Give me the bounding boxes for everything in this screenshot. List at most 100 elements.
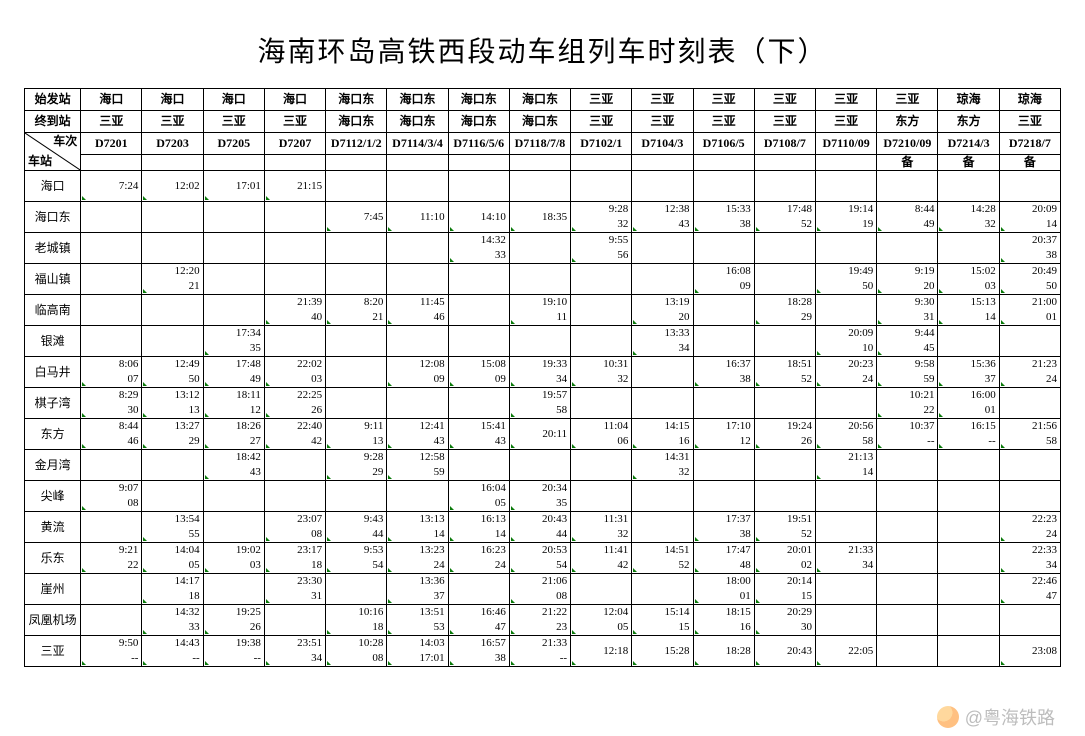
station-row: 临高南21:39408:202111:454619:101113:192018:… — [25, 295, 1061, 326]
time-cell — [203, 481, 264, 512]
train-number: D7104/3 — [632, 133, 693, 155]
time-cell: 19:5152 — [754, 512, 815, 543]
time-cell — [632, 357, 693, 388]
time-cell: 18:0001 — [693, 574, 754, 605]
station-name: 东方 — [25, 419, 81, 450]
time-cell: 13:1920 — [632, 295, 693, 326]
time-cell: 13:2729 — [142, 419, 203, 450]
time-cell: 9:5859 — [877, 357, 938, 388]
time-cell: 9:2122 — [81, 543, 142, 574]
dest-cell: 三亚 — [693, 111, 754, 133]
time-cell — [448, 171, 509, 202]
train-note: 备 — [999, 155, 1060, 171]
time-cell — [142, 233, 203, 264]
time-cell — [571, 264, 632, 295]
time-cell: 15:28 — [632, 636, 693, 667]
time-cell: 10:3132 — [571, 357, 632, 388]
header-dest-label: 终到站 — [25, 111, 81, 133]
time-cell — [387, 481, 448, 512]
time-cell — [754, 450, 815, 481]
time-cell — [509, 326, 570, 357]
time-cell — [816, 481, 877, 512]
dest-cell: 三亚 — [754, 111, 815, 133]
origin-cell: 三亚 — [754, 89, 815, 111]
time-cell: 20:5354 — [509, 543, 570, 574]
station-row: 金月湾18:42439:282912:585914:313221:1314 — [25, 450, 1061, 481]
time-cell: 19:4950 — [816, 264, 877, 295]
station-row: 东方8:444613:272918:262722:40429:111312:41… — [25, 419, 1061, 450]
time-cell: 10:2122 — [877, 388, 938, 419]
train-note — [81, 155, 142, 171]
time-cell — [326, 388, 387, 419]
station-row: 福山镇12:202116:080919:49509:192015:020320:… — [25, 264, 1061, 295]
time-cell: 18:1516 — [693, 605, 754, 636]
time-cell: 9:4344 — [326, 512, 387, 543]
train-note — [754, 155, 815, 171]
time-cell — [509, 233, 570, 264]
time-cell — [877, 512, 938, 543]
train-number: D7106/5 — [693, 133, 754, 155]
time-cell — [571, 450, 632, 481]
time-cell: 20:2324 — [816, 357, 877, 388]
train-note — [264, 155, 325, 171]
timetable: 始发站海口海口海口海口海口东海口东海口东海口东三亚三亚三亚三亚三亚三亚琼海琼海 … — [24, 88, 1061, 667]
time-cell: 19:1419 — [816, 202, 877, 233]
time-cell: 15:1314 — [938, 295, 999, 326]
dest-cell: 三亚 — [81, 111, 142, 133]
time-cell: 16:0405 — [448, 481, 509, 512]
station-row: 崖州14:171823:303113:363721:060818:000120:… — [25, 574, 1061, 605]
time-cell: 14:3233 — [142, 605, 203, 636]
train-note: 备 — [877, 155, 938, 171]
train-note — [448, 155, 509, 171]
time-cell: 14:0405 — [142, 543, 203, 574]
time-cell — [816, 574, 877, 605]
time-cell — [754, 388, 815, 419]
station-name: 福山镇 — [25, 264, 81, 295]
time-cell: 16:5738 — [448, 636, 509, 667]
time-cell — [509, 171, 570, 202]
time-cell — [938, 450, 999, 481]
time-cell: 14:3233 — [448, 233, 509, 264]
time-cell: 16:2324 — [448, 543, 509, 574]
time-cell: 20:1415 — [754, 574, 815, 605]
time-cell — [571, 388, 632, 419]
time-cell: 9:50-- — [81, 636, 142, 667]
time-cell: 16:4647 — [448, 605, 509, 636]
time-cell — [571, 171, 632, 202]
time-cell: 23:0708 — [264, 512, 325, 543]
time-cell: 9:1920 — [877, 264, 938, 295]
time-cell: 21:33-- — [509, 636, 570, 667]
time-cell — [264, 450, 325, 481]
dest-cell: 海口东 — [387, 111, 448, 133]
train-number: D7210/09 — [877, 133, 938, 155]
time-cell — [203, 202, 264, 233]
time-cell — [999, 388, 1060, 419]
time-cell — [81, 326, 142, 357]
time-cell: 12:3843 — [632, 202, 693, 233]
train-number: D7116/5/6 — [448, 133, 509, 155]
time-cell — [877, 543, 938, 574]
time-cell: 22:0203 — [264, 357, 325, 388]
station-row: 乐东9:212214:040519:020323:17189:535413:23… — [25, 543, 1061, 574]
time-cell — [816, 512, 877, 543]
train-number: D7207 — [264, 133, 325, 155]
time-cell — [571, 574, 632, 605]
time-cell — [938, 326, 999, 357]
time-cell: 17:4849 — [203, 357, 264, 388]
time-cell: 17:1012 — [693, 419, 754, 450]
time-cell: 15:3338 — [693, 202, 754, 233]
time-cell — [448, 264, 509, 295]
time-cell: 14:0317:01 — [387, 636, 448, 667]
time-cell — [938, 171, 999, 202]
time-cell — [632, 264, 693, 295]
station-name: 三亚 — [25, 636, 81, 667]
train-note — [816, 155, 877, 171]
station-row: 白马井8:060712:495017:484922:020312:080915:… — [25, 357, 1061, 388]
time-cell — [693, 326, 754, 357]
time-cell: 19:2526 — [203, 605, 264, 636]
time-cell — [816, 605, 877, 636]
time-cell: 9:4445 — [877, 326, 938, 357]
time-cell — [81, 450, 142, 481]
origin-cell: 海口东 — [448, 89, 509, 111]
time-cell: 12:4143 — [387, 419, 448, 450]
